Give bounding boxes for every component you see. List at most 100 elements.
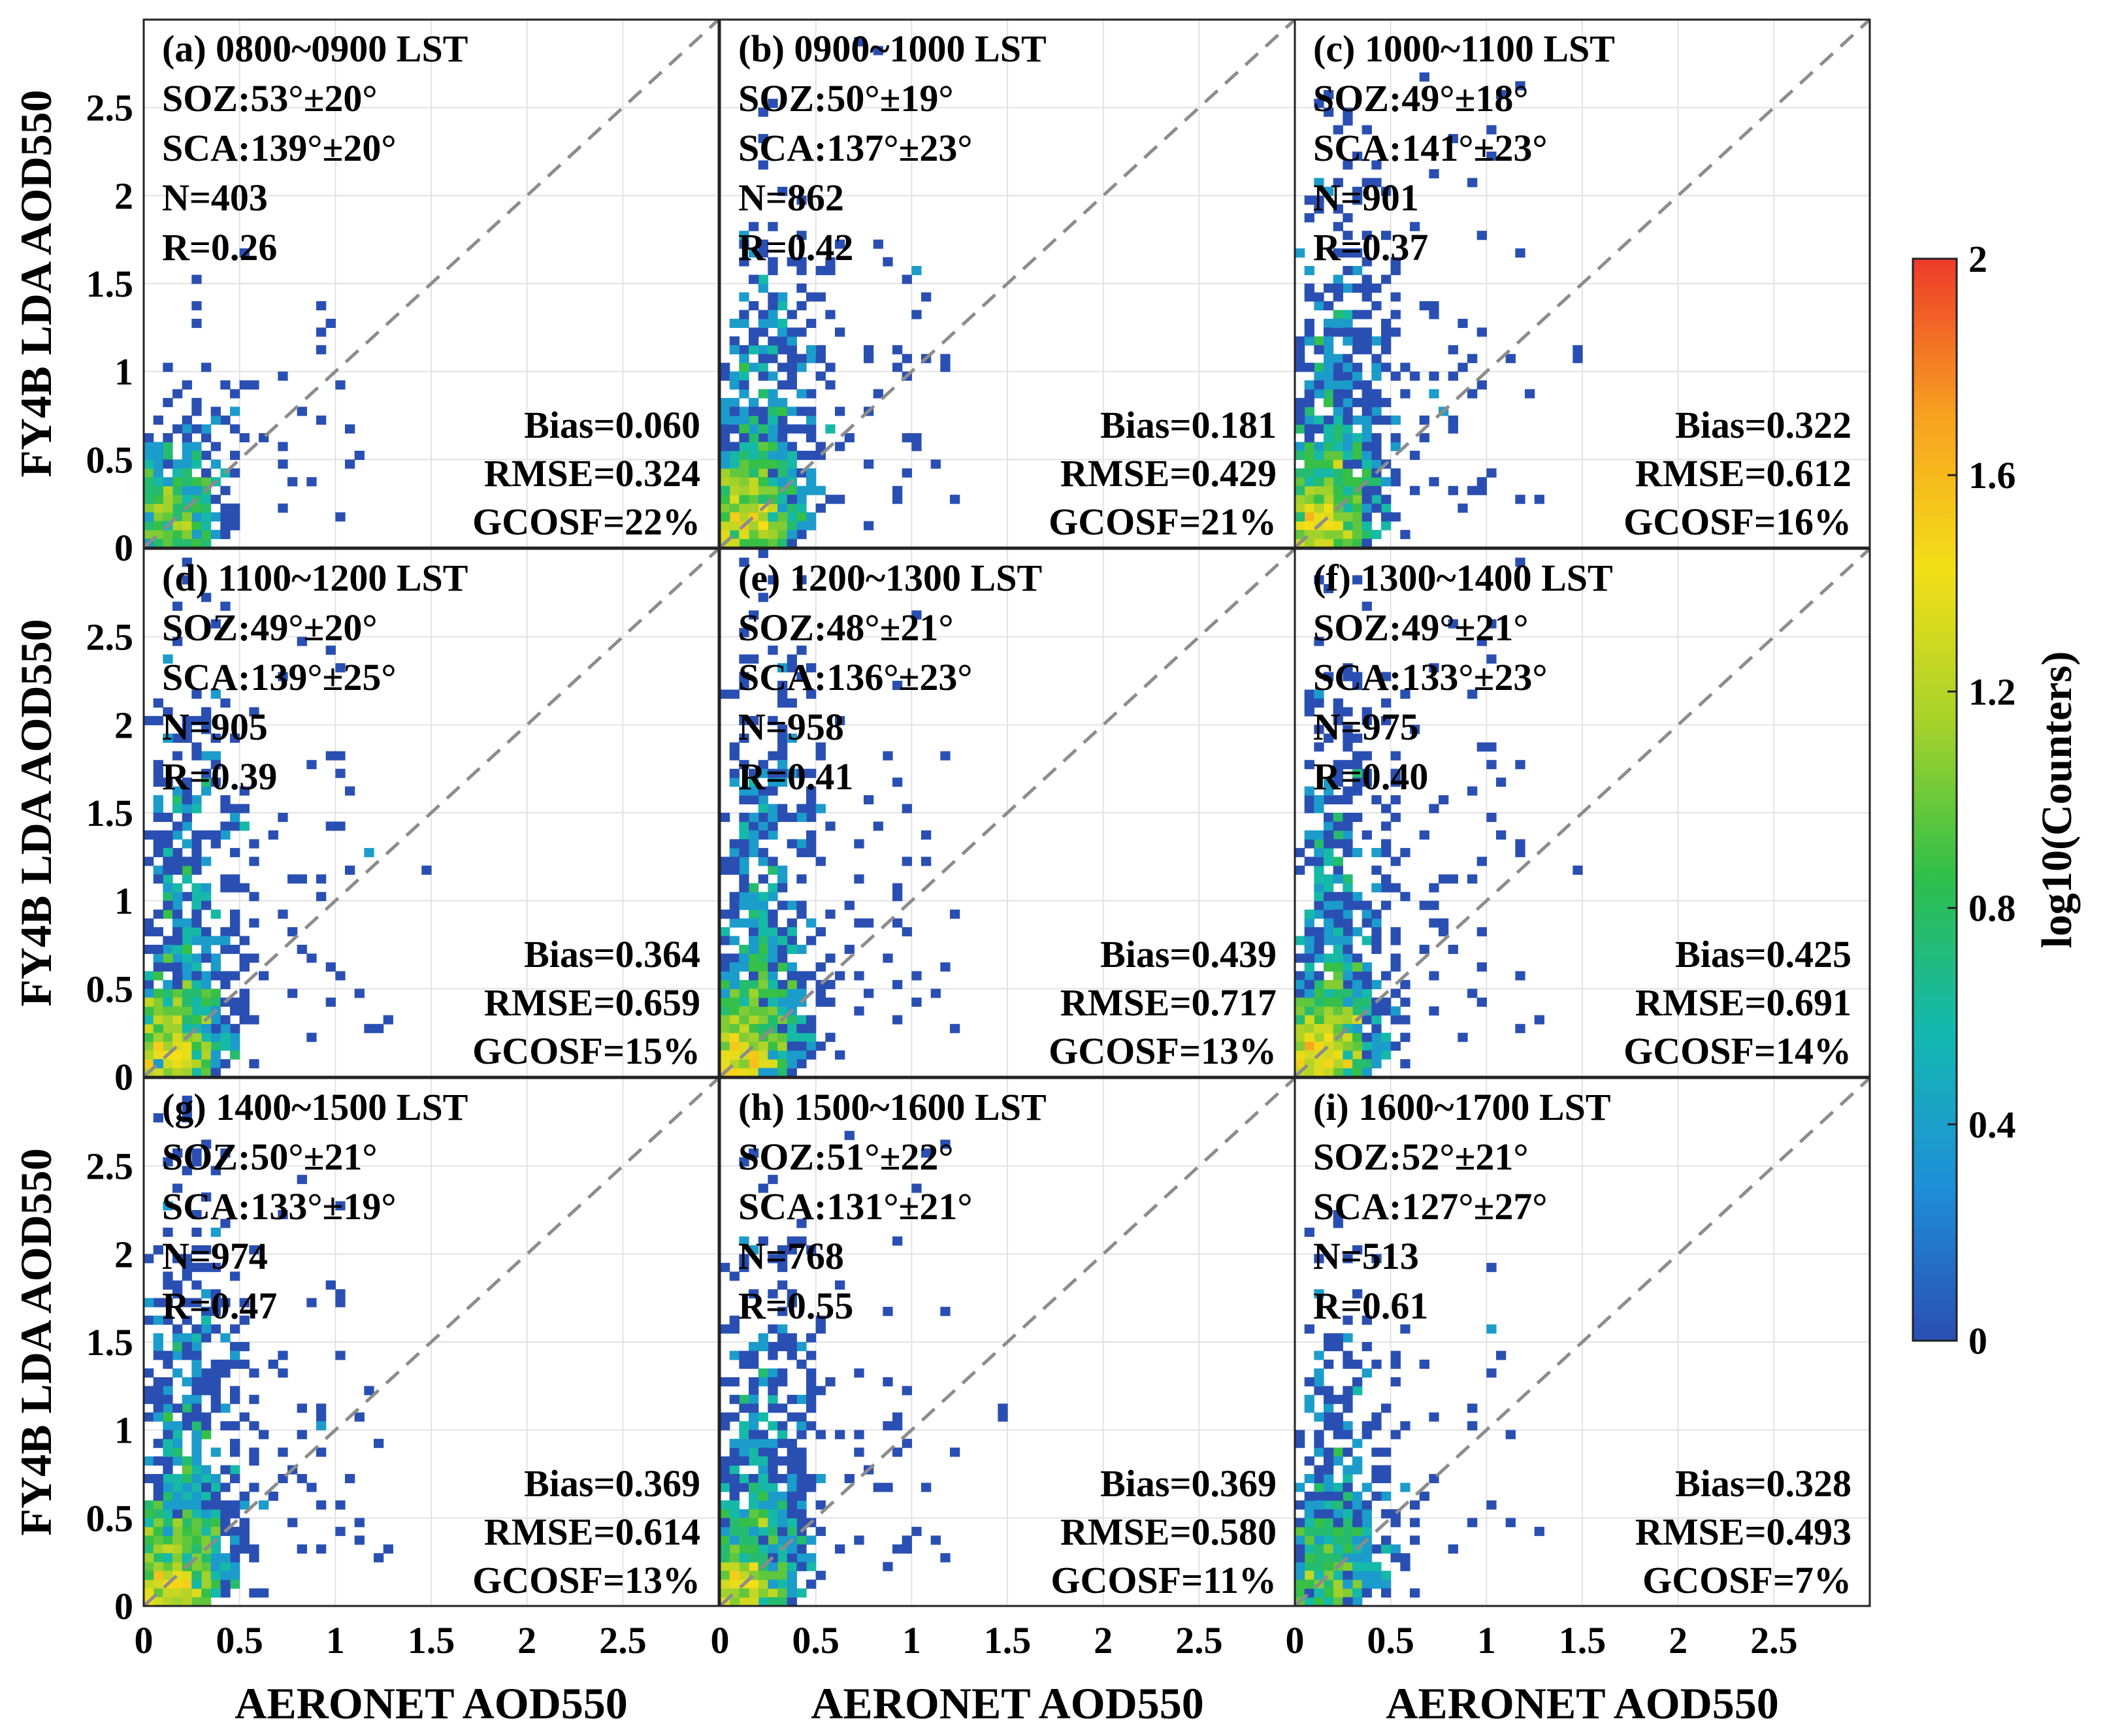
density-cell — [749, 1032, 759, 1042]
y-tick-label: 2 — [114, 1233, 133, 1275]
density-cell — [1333, 830, 1343, 840]
density-cell — [1324, 821, 1334, 831]
density-cell — [230, 1571, 240, 1580]
density-cell — [1314, 945, 1324, 955]
density-cell — [1333, 485, 1343, 495]
density-cell — [163, 1509, 173, 1518]
density-cell — [210, 1368, 221, 1378]
density-cell — [777, 1588, 788, 1598]
density-cell — [182, 433, 192, 442]
density-cell — [720, 371, 730, 381]
density-cell — [1343, 1015, 1353, 1024]
density-cell — [758, 1500, 768, 1510]
density-cell — [796, 1535, 807, 1545]
density-cell — [172, 989, 183, 998]
density-cell — [230, 1553, 240, 1563]
density-cell — [220, 1518, 231, 1528]
density-cell — [787, 979, 797, 989]
density-cell — [1390, 778, 1401, 787]
density-cell — [796, 530, 807, 540]
density-cell — [1343, 945, 1353, 955]
density-cell — [153, 962, 163, 972]
density-cell — [1333, 416, 1343, 425]
density-cell — [278, 1210, 288, 1220]
density-cell — [172, 865, 183, 875]
density-cell — [844, 945, 855, 955]
density-cell — [815, 1474, 826, 1484]
colorbar-tick-label: 0 — [1968, 1320, 1987, 1362]
density-cell — [787, 327, 797, 337]
density-cell — [153, 450, 163, 460]
density-cell — [729, 962, 740, 972]
density-cell — [1343, 883, 1353, 893]
density-cell — [911, 310, 922, 319]
density-cell — [1324, 1553, 1334, 1563]
density-cell — [1295, 248, 1305, 258]
density-cell — [729, 1394, 740, 1404]
density-cell — [1361, 257, 1372, 267]
density-cell — [335, 768, 346, 778]
density-cell — [806, 512, 817, 522]
density-cell — [1343, 1518, 1353, 1528]
density-cell — [739, 1571, 749, 1580]
density-cell — [153, 1394, 163, 1404]
density-cell — [1314, 1289, 1324, 1299]
density-cell — [815, 1386, 826, 1396]
density-cell — [1352, 380, 1363, 390]
density-cell — [768, 1482, 778, 1492]
n-label: N=958 — [738, 706, 844, 748]
density-cell — [787, 1491, 797, 1501]
density-cell — [787, 654, 797, 664]
panel-title: (b) 0900~1000 LST — [738, 27, 1047, 70]
density-cell — [768, 768, 778, 778]
density-cell — [182, 1050, 192, 1060]
density-cell — [335, 971, 346, 981]
density-cell — [768, 1068, 778, 1077]
density-cell — [249, 1015, 259, 1024]
density-cell — [1343, 503, 1353, 513]
density-cell — [210, 1377, 221, 1386]
density-cell — [777, 416, 788, 425]
density-cell — [182, 778, 192, 787]
density-cell — [163, 1359, 173, 1369]
density-cell — [720, 1059, 730, 1069]
density-cell — [268, 1491, 278, 1501]
density-cell — [220, 1024, 231, 1034]
density-cell — [815, 266, 826, 276]
density-cell — [172, 962, 183, 972]
density-cell — [182, 1544, 192, 1554]
density-cell — [777, 1050, 788, 1060]
density-cell — [1371, 918, 1382, 928]
density-cell — [1390, 936, 1401, 945]
density-cell — [182, 936, 192, 945]
density-cell — [1343, 1006, 1353, 1016]
y-axis-label: FY4B LDA AOD550 — [11, 619, 61, 1006]
density-cell — [787, 1509, 797, 1518]
density-cell — [806, 1333, 817, 1343]
density-cell — [1352, 433, 1363, 442]
density-cell — [163, 778, 173, 787]
x-tick-label: 0.5 — [216, 1619, 263, 1662]
density-cell — [220, 1421, 231, 1431]
density-cell — [163, 1597, 173, 1607]
density-cell — [230, 804, 240, 813]
density-cell — [1304, 804, 1314, 813]
density-cell — [777, 681, 788, 691]
density-cell — [278, 672, 288, 681]
density-cell — [172, 804, 183, 813]
density-cell — [758, 1491, 768, 1501]
density-cell — [163, 883, 173, 893]
density-cell — [777, 725, 788, 734]
density-cell — [201, 900, 212, 910]
density-cell — [1390, 327, 1401, 337]
density-cell — [1343, 371, 1353, 381]
density-cell — [1304, 380, 1314, 390]
density-cell — [153, 1579, 163, 1589]
density-cell — [777, 292, 788, 302]
density-cell — [1361, 768, 1372, 778]
density-cell — [729, 1491, 740, 1501]
density-cell — [1381, 477, 1392, 487]
one-to-one-line — [142, 1077, 720, 1607]
density-cell — [787, 936, 797, 945]
density-cell — [182, 1254, 192, 1264]
